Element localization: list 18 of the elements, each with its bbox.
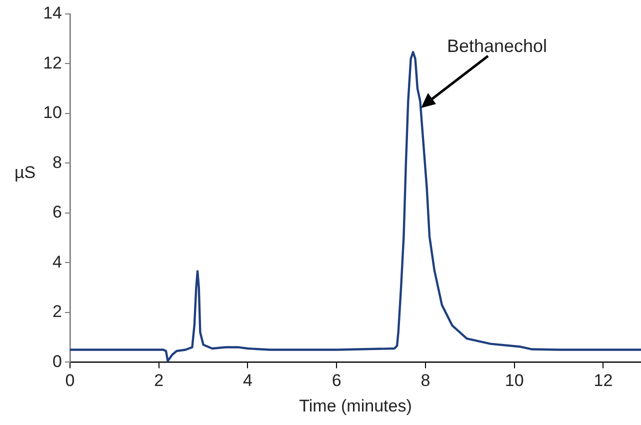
x-tick-label: 0 (65, 371, 75, 390)
y-tick-label: 8 (52, 152, 62, 172)
x-tick-label: 12 (594, 371, 613, 390)
x-axis-title: Time (minutes) (299, 396, 412, 416)
y-axis-title: µS (14, 162, 36, 182)
x-tick-label: 4 (243, 371, 252, 390)
y-tick-label: 14 (43, 4, 62, 23)
x-tick-label: 10 (504, 371, 524, 390)
y-tick-label: 2 (52, 302, 62, 322)
y-tick-label: 10 (43, 103, 62, 122)
y-tick-label: 4 (52, 252, 62, 272)
x-tick-label: 6 (332, 371, 342, 390)
y-tick-label: 6 (52, 202, 62, 222)
y-tick-label: 12 (43, 53, 62, 72)
x-tick-label: 8 (420, 371, 430, 390)
annotation: Bethanechol (446, 36, 548, 56)
x-tick-label: 2 (154, 371, 164, 390)
y-tick-label: 0 (52, 352, 62, 371)
